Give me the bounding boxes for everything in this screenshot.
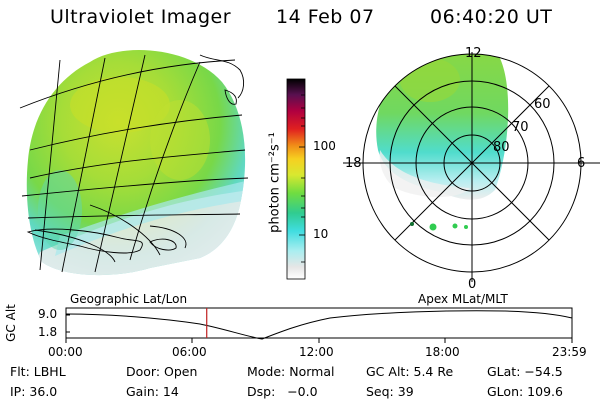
- status-gc-alt: GC Alt: 5.4 Re: [366, 364, 454, 379]
- status-gain: Gain: 14: [126, 384, 179, 399]
- date-label: 14 Feb 07: [276, 6, 375, 28]
- time-label: 06:40:20 UT: [430, 6, 553, 28]
- altitude-ytick-1-8: 1.8: [38, 325, 58, 339]
- status-glat: GLat: −54.5: [487, 364, 563, 379]
- altitude-ylabel: GC Alt: [4, 304, 18, 342]
- altitude-panel: [65, 307, 573, 343]
- status-door: Door: Open: [126, 364, 198, 379]
- geographic-map: [19, 50, 249, 276]
- geo-map-label: Geographic Lat/Lon: [70, 292, 188, 306]
- mlt-label-0: 0: [468, 277, 477, 292]
- status-glon: GLon: 109.6: [487, 384, 563, 399]
- mlt-label-6: 6: [577, 156, 586, 171]
- colorbar-tick-100: 100: [313, 139, 336, 153]
- altitude-xtick-0000: 00:00: [48, 345, 83, 359]
- polar-plot: [343, 52, 600, 282]
- colorbar: [286, 78, 306, 280]
- altitude-xtick-1800: 18:00: [425, 345, 460, 359]
- mlt-label-18: 18: [345, 156, 362, 171]
- altitude-xtick-2359: 23:59: [552, 345, 587, 359]
- altitude-xtick-0600: 06:00: [172, 345, 207, 359]
- status-flt: Flt: LBHL: [10, 364, 66, 379]
- status-ip: IP: 36.0: [10, 384, 58, 399]
- altitude-xtick-1200: 12:00: [299, 345, 334, 359]
- status-mode: Mode: Normal: [247, 364, 335, 379]
- status-dsp: Dsp: −0.0: [247, 384, 318, 399]
- mlat-label-70: 70: [512, 120, 529, 135]
- mlat-label-80: 80: [493, 140, 510, 155]
- mlat-label-60: 60: [534, 97, 551, 112]
- altitude-ytick-9: 9.0: [38, 307, 58, 321]
- status-seq: Seq: 39: [366, 384, 414, 399]
- mlt-label-12: 12: [465, 46, 482, 61]
- colorbar-unit-label: photon cm⁻²s⁻¹: [267, 132, 283, 233]
- instrument-title: Ultraviolet Imager: [50, 6, 232, 28]
- colorbar-tick-10: 10: [313, 227, 329, 241]
- polar-plot-label: Apex MLat/MLT: [418, 292, 508, 306]
